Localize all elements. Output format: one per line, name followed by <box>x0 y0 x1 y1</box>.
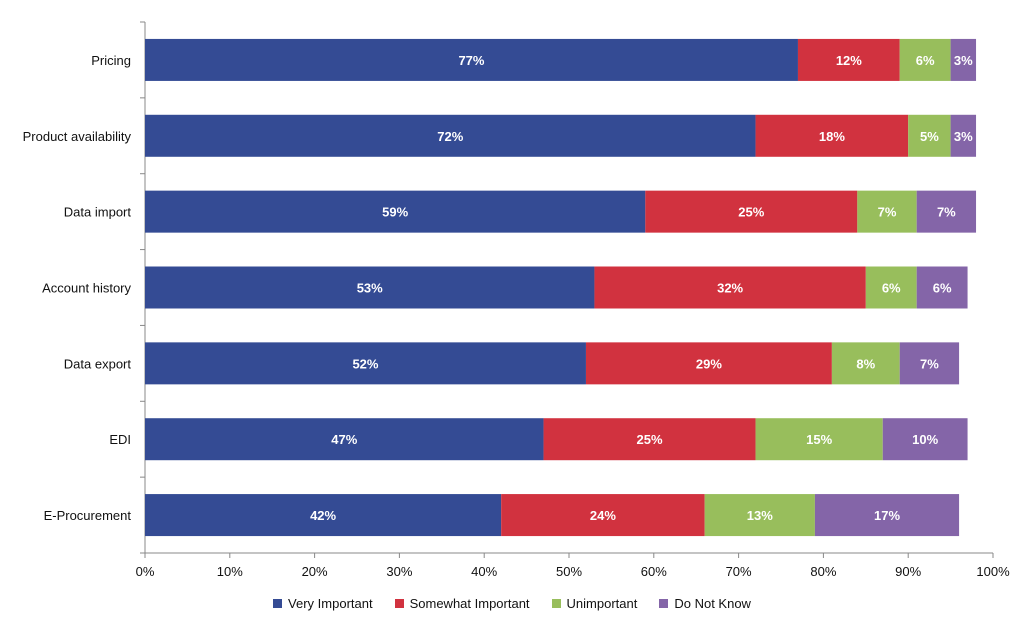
data-label: 12% <box>836 53 862 68</box>
bar-segment <box>950 38 977 81</box>
data-label: 6% <box>882 281 901 296</box>
legend-swatch <box>273 599 283 608</box>
data-label: 7% <box>878 205 897 220</box>
stacked-bar-chart: 0% 10% 20% 30% 40% 50% 60% 70% 80% 90% 100% Pricing… <box>23 21 1010 579</box>
data-label: 3% <box>954 129 973 144</box>
legend-swatch <box>394 599 404 608</box>
category-label: Pricing <box>91 53 131 68</box>
bar-segment <box>145 418 544 461</box>
legend-item: Somewhat Important <box>394 596 530 611</box>
category-label: Account history <box>42 281 131 296</box>
x-tick-label: 80% <box>810 564 836 579</box>
legend-label: Somewhat Important <box>409 596 530 611</box>
data-label: 72% <box>437 129 463 144</box>
category-label: EDI <box>109 432 131 447</box>
data-label: 6% <box>916 53 935 68</box>
bar-segment <box>145 190 646 233</box>
data-label: 52% <box>352 356 378 371</box>
category-label: Product availability <box>23 129 132 144</box>
x-tick-label: 70% <box>726 564 752 579</box>
data-label: 7% <box>920 356 939 371</box>
plot-area: 0% 10% 20% 30% 40% 50% 60% 70% 80% 90% 100% Pricing… <box>23 21 1010 579</box>
data-label: 17% <box>874 508 900 523</box>
legend-label: Unimportant <box>566 596 638 611</box>
x-tick-label: 10% <box>217 564 243 579</box>
bar-segment <box>916 266 968 309</box>
bar-segment <box>916 190 977 233</box>
data-label: 47% <box>331 432 357 447</box>
bar-segment <box>797 38 900 81</box>
legend-label: Do Not Know <box>674 596 751 611</box>
data-label: 8% <box>856 356 875 371</box>
bar-segment <box>950 114 977 157</box>
legend-swatch <box>659 599 669 608</box>
bar-segment <box>831 342 900 385</box>
x-tick-label: 40% <box>471 564 497 579</box>
bar-segment <box>882 418 968 461</box>
legend-item: Very Important <box>273 596 373 611</box>
bar-segment <box>899 38 951 81</box>
x-tick-label: 30% <box>386 564 412 579</box>
x-tick-label: 50% <box>556 564 582 579</box>
data-label: 24% <box>590 508 616 523</box>
bar-segment <box>145 342 586 385</box>
category-label: E-Procurement <box>44 508 132 523</box>
bar-segment <box>543 418 756 461</box>
data-label: 5% <box>920 129 939 144</box>
legend-swatch <box>551 599 561 608</box>
bar-segment <box>857 190 917 233</box>
x-tick-label: 0% <box>136 564 155 579</box>
legend-item: Unimportant <box>551 596 638 611</box>
bar-segment <box>145 38 798 81</box>
bar-segment <box>865 266 917 309</box>
data-label: 18% <box>819 129 845 144</box>
data-label: 7% <box>937 205 956 220</box>
bar-segment <box>645 190 858 233</box>
data-label: 25% <box>637 432 663 447</box>
bar-segment <box>908 114 951 157</box>
category-label: Data import <box>64 205 132 220</box>
data-label: 25% <box>738 205 764 220</box>
bar-segment <box>145 114 756 157</box>
bar-segment <box>501 494 705 537</box>
data-label: 10% <box>912 432 938 447</box>
data-label: 15% <box>806 432 832 447</box>
data-label: 53% <box>357 281 383 296</box>
x-tick-label: 20% <box>302 564 328 579</box>
data-label: 3% <box>954 53 973 68</box>
bar-segment <box>585 342 832 385</box>
data-label: 32% <box>717 281 743 296</box>
bar-segment <box>755 418 883 461</box>
bar-segment <box>704 494 815 537</box>
x-tick-label: 90% <box>895 564 921 579</box>
legend-item: Do Not Know <box>659 596 751 611</box>
bar-segment <box>814 494 960 537</box>
bar-segment <box>145 494 502 537</box>
legend: Very Important Somewhat Important Unimport… <box>0 596 1024 611</box>
bar-segment <box>899 342 960 385</box>
data-label: 77% <box>458 53 484 68</box>
x-tick-label: 60% <box>641 564 667 579</box>
bar-segment <box>755 114 909 157</box>
data-label: 29% <box>696 356 722 371</box>
data-label: 59% <box>382 205 408 220</box>
legend-label: Very Important <box>288 596 373 611</box>
category-label: Data export <box>64 356 132 371</box>
data-label: 42% <box>310 508 336 523</box>
x-tick-label: 100% <box>976 564 1010 579</box>
data-label: 13% <box>747 508 773 523</box>
bar-segment <box>594 266 866 309</box>
bar-segment <box>145 266 595 309</box>
data-label: 6% <box>933 281 952 296</box>
